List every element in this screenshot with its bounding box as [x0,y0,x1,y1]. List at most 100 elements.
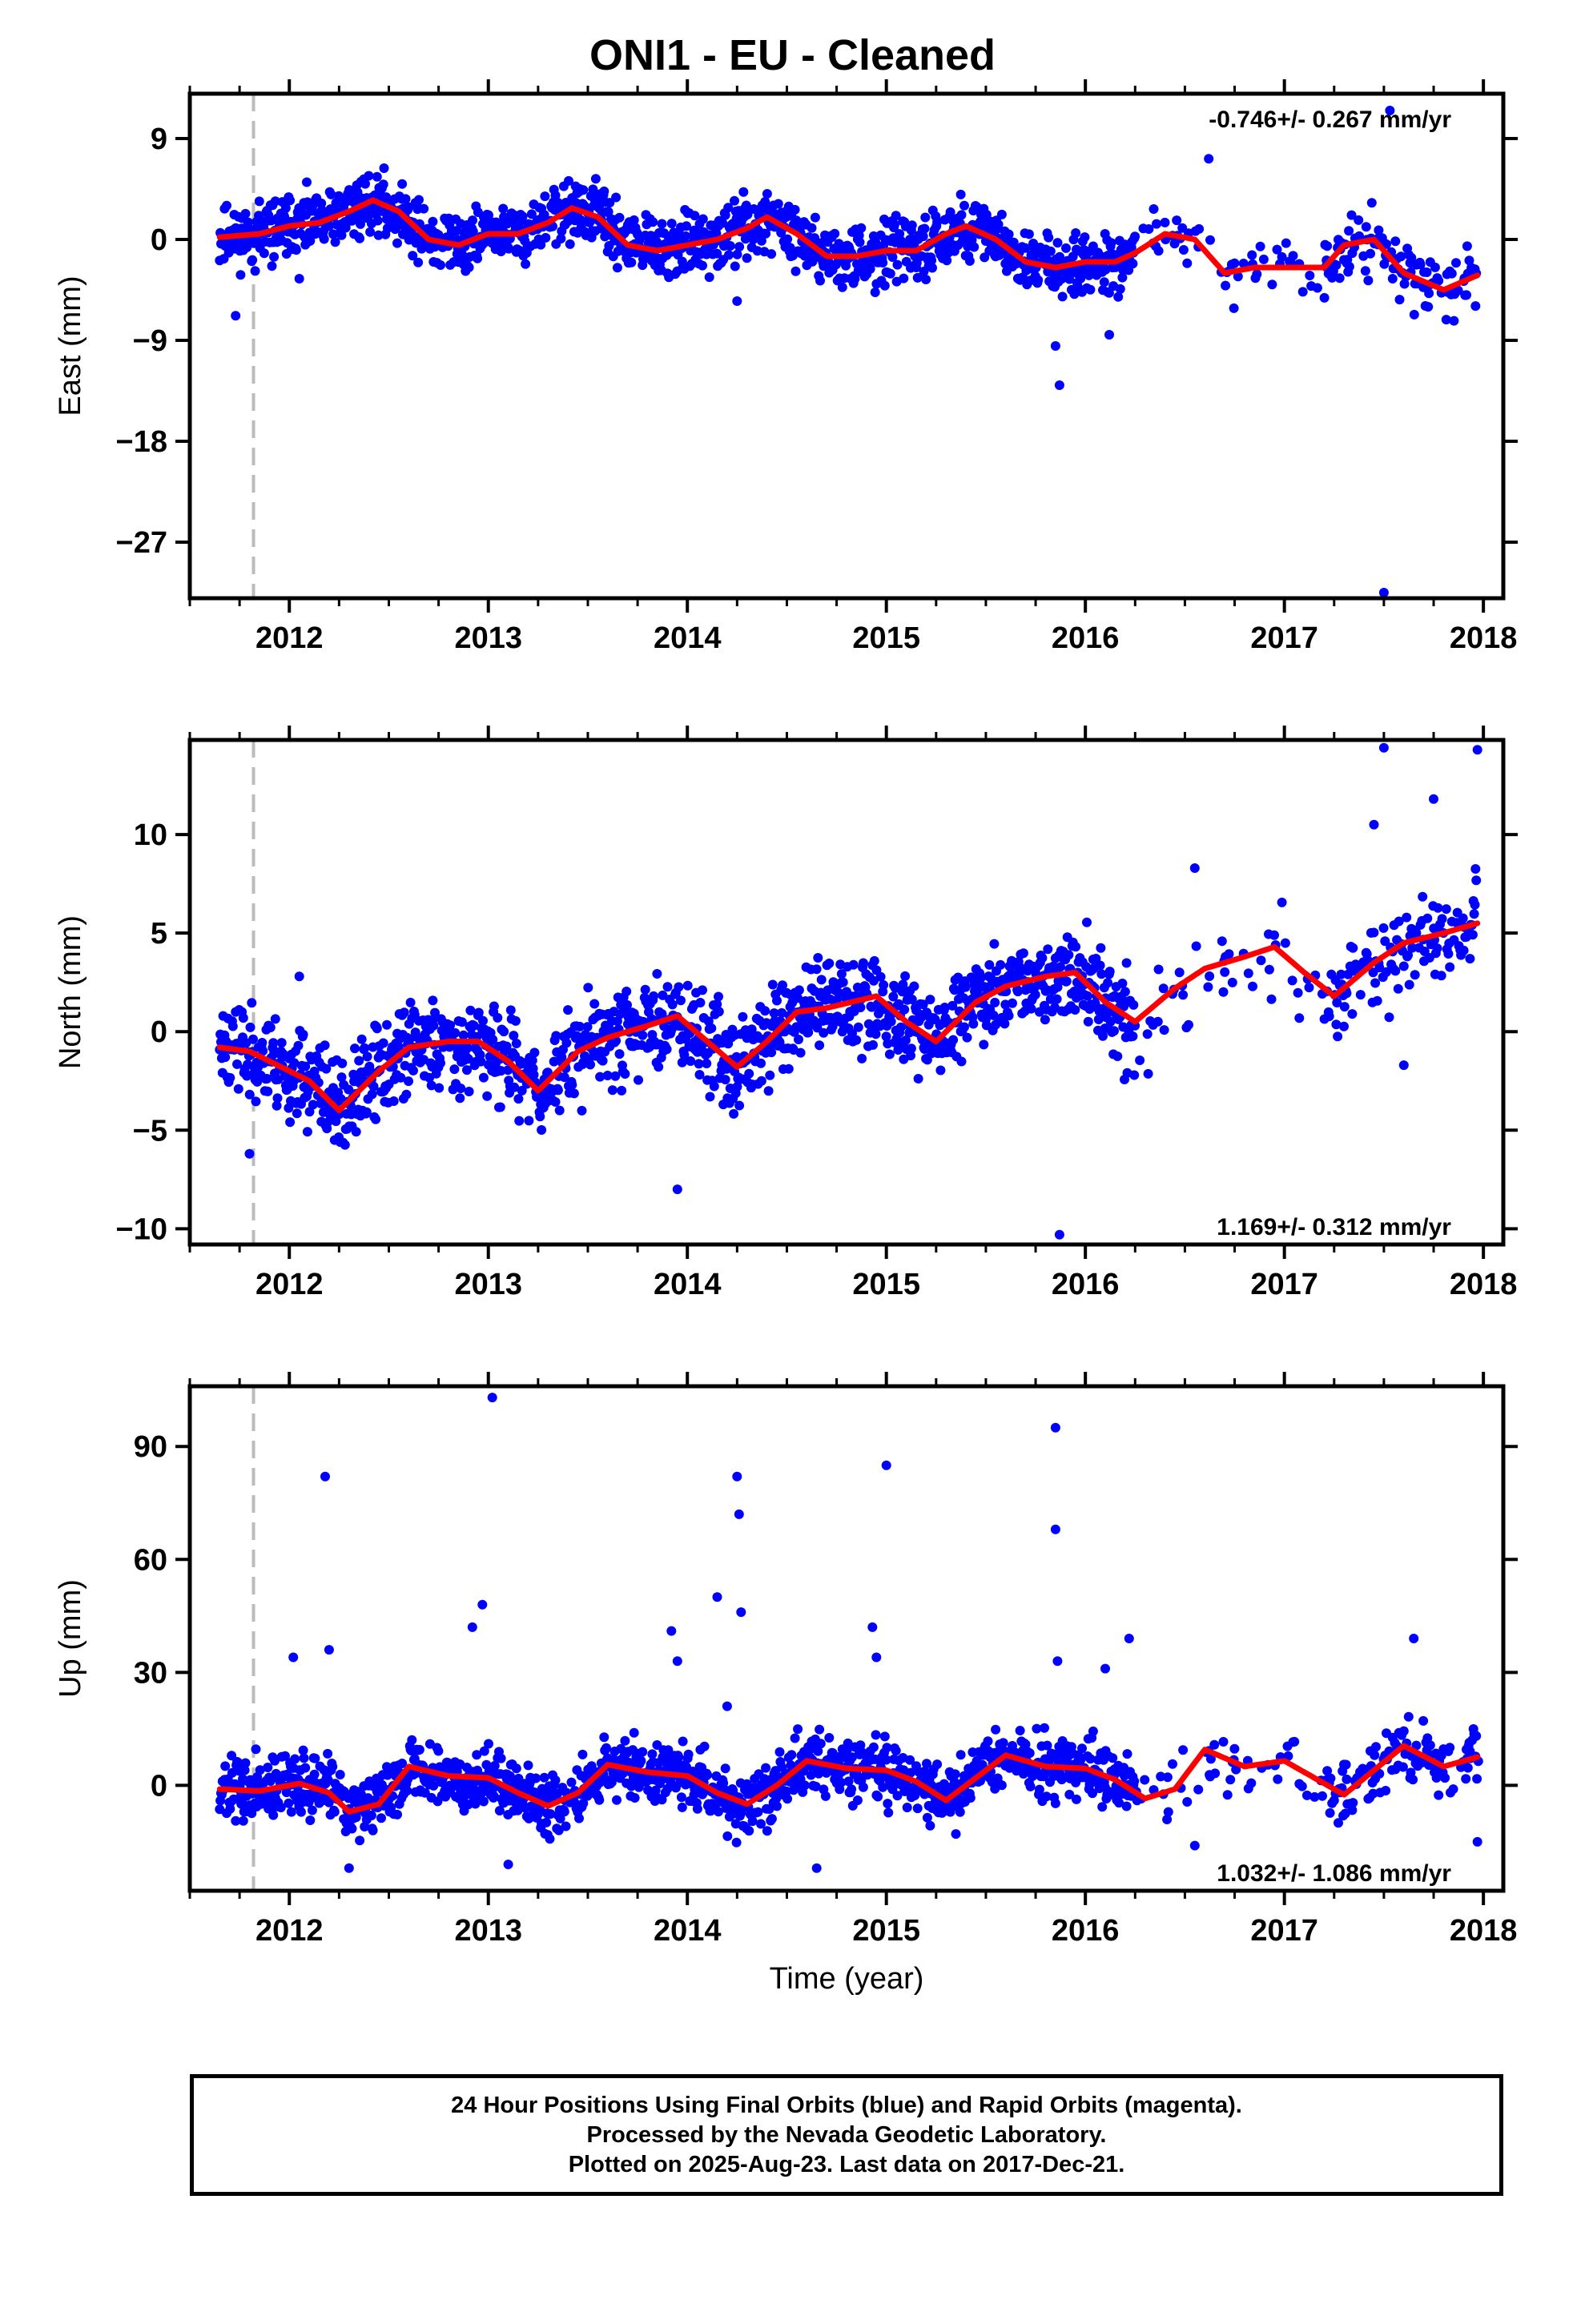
data-point [414,195,424,205]
data-point [993,219,1004,230]
data-point [599,186,609,196]
data-point [355,1835,365,1846]
data-point [741,200,751,211]
data-point [820,1791,831,1801]
data-point [1252,269,1262,279]
data-point [918,999,928,1010]
data-point [290,1754,300,1764]
data-point [285,195,296,206]
data-point [280,203,291,213]
data-point [890,219,899,230]
footer-line-2: Processed by the Nevada Geodetic Laborat… [586,2121,1107,2148]
data-point [810,233,819,243]
data-point [1153,964,1164,975]
data-point [1304,983,1314,993]
data-point [1083,1016,1093,1027]
data-point-outlier [871,1652,882,1663]
data-point [763,1086,774,1096]
data-point [824,959,835,968]
data-point [240,1758,251,1768]
data-point [1380,936,1390,947]
data-point [501,1041,512,1051]
data-point [1121,958,1132,968]
data-point [272,1093,283,1104]
data-point [1221,280,1231,291]
data-point [1458,945,1469,955]
data-point [1411,1740,1422,1751]
data-point [634,1075,643,1085]
data-point [1432,943,1442,954]
data-point [1024,229,1034,239]
data-point [1422,913,1433,923]
data-point [489,1760,500,1771]
data-point [284,1798,294,1808]
data-point [720,1075,730,1085]
data-point [1096,969,1107,979]
data-point [1403,1711,1414,1722]
data-point [350,1043,360,1054]
data-point [612,1795,622,1805]
data-point-outlier [1385,106,1395,115]
data-point [319,234,329,244]
data-point [280,1751,290,1761]
data-point [1104,967,1115,977]
data-point [1331,1019,1342,1030]
data-point [756,235,766,246]
data-point [408,251,418,261]
data-point [1135,1055,1145,1065]
data-point [366,1811,376,1820]
data-point [1217,936,1227,947]
data-point [296,1807,306,1817]
data-point [662,1044,672,1055]
data-point [1098,1031,1108,1041]
data-point [1178,1745,1189,1755]
data-point [906,1043,916,1054]
data-point [509,1031,519,1041]
data-point-outlier [881,1460,891,1470]
data-point [489,1791,499,1802]
data-point [1247,250,1257,260]
data-point-outlier [1398,1060,1409,1071]
data-point [355,233,365,243]
data-point [556,234,566,243]
data-point [1008,998,1017,1008]
data-point [245,1022,255,1032]
data-point [1354,231,1365,241]
data-point [1218,1737,1229,1747]
data-point [328,229,338,239]
data-point [718,218,728,228]
data-point [270,1755,280,1766]
data-point-outlier [1429,794,1438,804]
data-point [1451,258,1461,268]
data-point [569,1088,579,1099]
data-point [1050,1798,1060,1808]
data-point [1117,272,1128,283]
data-point [1410,970,1420,980]
data-point [782,234,793,244]
data-point [535,1804,545,1815]
data-point [382,1019,392,1030]
data-point [790,204,800,215]
data-point [1462,1763,1473,1773]
data-point [336,1072,347,1083]
data-point [998,1738,1008,1748]
data-point [1097,1802,1108,1812]
data-point [1162,1815,1173,1824]
data-point [320,1040,330,1051]
data-point [955,1750,966,1760]
data-point [1108,1753,1118,1763]
data-point [948,1035,959,1045]
data-point [300,1763,311,1773]
data-point [1248,981,1257,991]
data-point [470,1799,481,1809]
data-point [756,1819,766,1829]
data-point [321,1063,332,1074]
data-point [1158,983,1169,994]
data-point [765,1070,775,1080]
data-point [1403,950,1413,960]
data-point [578,185,589,195]
data-point [1096,943,1106,953]
data-point [1294,1013,1305,1023]
data-point [1396,251,1406,262]
x-tick-label: 2013 [454,1914,522,1948]
